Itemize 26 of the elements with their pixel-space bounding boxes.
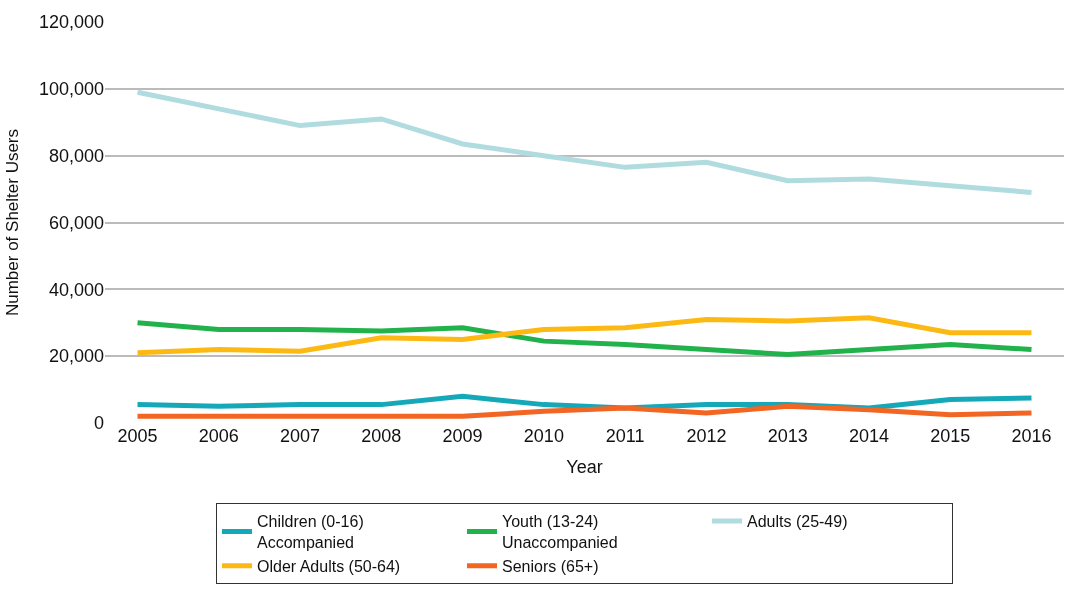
x-axis-title: Year <box>566 457 603 478</box>
legend-label: Older Adults (50-64) <box>257 557 401 575</box>
legend-label: Children (0-16) Accompanied <box>257 513 364 552</box>
y-tick-label: 100,000 <box>38 79 104 100</box>
x-tick-label: 2014 <box>848 426 889 446</box>
y-tick-label: 0 <box>93 413 104 434</box>
x-tick-label: 2009 <box>442 426 483 446</box>
y-tick-label: 40,000 <box>48 279 104 300</box>
x-tick-label: 2013 <box>767 426 808 446</box>
y-tick-label: 80,000 <box>48 145 104 166</box>
y-tick-label: 20,000 <box>48 346 104 367</box>
x-tick-label: 2012 <box>686 426 727 446</box>
x-tick-label: 2015 <box>930 426 971 446</box>
legend-label: Adults (25-49) <box>747 513 848 531</box>
x-tick-label: 2010 <box>523 426 564 446</box>
y-tick-label: 120,000 <box>38 12 104 33</box>
x-tick-label: 2016 <box>1011 426 1052 446</box>
y-axis-title: Number of Shelter Users <box>3 128 23 317</box>
x-tick-label: 2006 <box>198 426 239 446</box>
legend-label: Youth (13-24) Unaccompanied <box>502 513 618 552</box>
y-tick-label: 60,000 <box>48 212 104 233</box>
x-tick-label: 2005 <box>117 426 158 446</box>
x-tick-label: 2007 <box>280 426 321 446</box>
legend-label: Seniors (65+) <box>502 557 599 575</box>
x-tick-label: 2008 <box>361 426 402 446</box>
x-tick-label: 2011 <box>605 426 645 446</box>
